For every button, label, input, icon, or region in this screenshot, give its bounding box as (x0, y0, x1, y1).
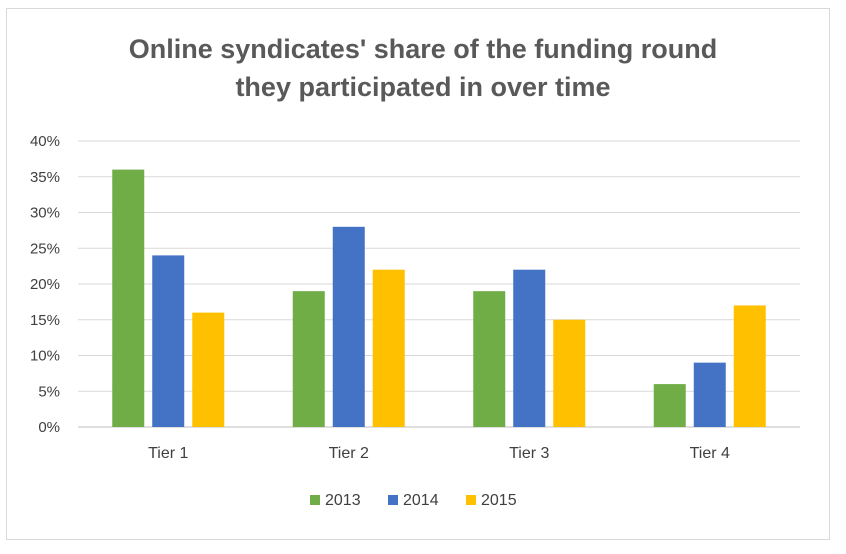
y-tick-label: 30% (30, 205, 60, 222)
bar-2013-tier-4 (653, 384, 686, 427)
chart-title-line-2: they participated in over time (235, 72, 611, 102)
legend-label-2013: 2013 (325, 492, 361, 509)
y-tick-label: 35% (30, 169, 60, 186)
legend: 2013 2014 2015 (310, 492, 517, 509)
y-tick-label: 20% (30, 276, 60, 293)
bar-2014-tier-3 (513, 269, 546, 427)
bar-2015-tier-1 (192, 312, 225, 427)
bar-2014-tier-1 (152, 255, 185, 427)
y-tick-label: 10% (30, 348, 60, 365)
y-axis-ticks: 0% 5% 10% 15% 20% 25% 30% 35% 40% (30, 133, 60, 436)
y-tick-label: 5% (38, 383, 60, 400)
bar-2013-tier-2 (292, 291, 325, 427)
y-tick-label: 0% (38, 419, 60, 436)
legend-swatch-2013 (310, 495, 320, 505)
x-tick-label: Tier 3 (509, 445, 549, 462)
x-tick-label: Tier 1 (148, 445, 188, 462)
x-tick-label: Tier 2 (329, 445, 369, 462)
legend-label-2015: 2015 (481, 492, 517, 509)
x-tick-label: Tier 4 (690, 445, 730, 462)
legend-swatch-2014 (388, 495, 398, 505)
bar-2015-tier-3 (553, 319, 586, 427)
legend-swatch-2015 (466, 495, 476, 505)
y-tick-label: 15% (30, 312, 60, 329)
bar-2014-tier-2 (332, 226, 365, 427)
y-tick-label: 40% (30, 133, 60, 150)
bar-2013-tier-1 (112, 169, 145, 427)
gridlines (78, 140, 800, 428)
bars (112, 169, 766, 427)
bar-2013-tier-3 (473, 291, 506, 427)
bar-2015-tier-4 (733, 305, 766, 427)
chart-title: Online syndicates' share of the funding … (0, 30, 846, 106)
chart-title-line-1: Online syndicates' share of the funding … (128, 34, 718, 64)
x-axis-labels: Tier 1 Tier 2 Tier 3 Tier 4 (148, 445, 730, 462)
bar-2014-tier-4 (693, 362, 726, 427)
y-tick-label: 25% (30, 240, 60, 257)
legend-label-2014: 2014 (403, 492, 439, 509)
bar-2015-tier-2 (372, 269, 405, 427)
